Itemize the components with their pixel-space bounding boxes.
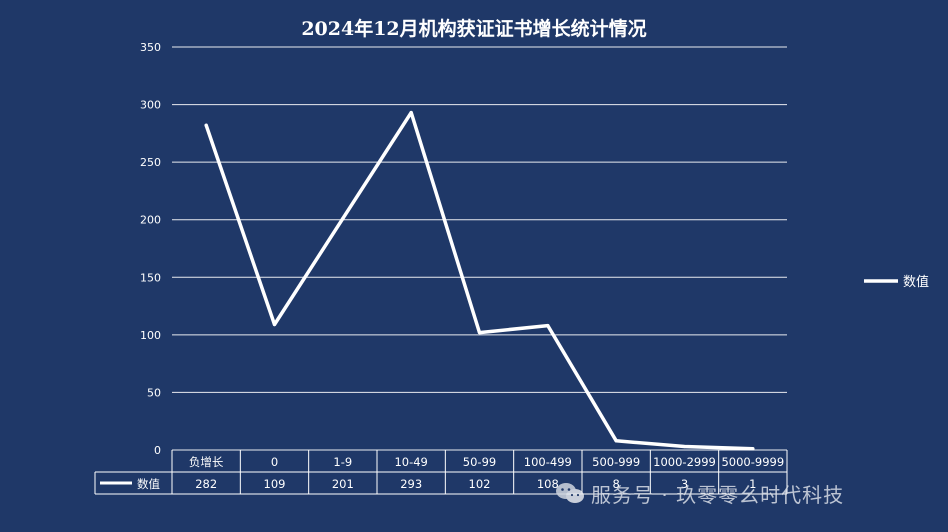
category-label: 0 [271, 455, 278, 469]
y-tick-label: 300 [140, 99, 161, 112]
data-point [682, 444, 687, 449]
data-point [204, 123, 208, 127]
table-value: 282 [195, 477, 217, 491]
data-point [614, 439, 618, 443]
data-point [272, 322, 277, 327]
table-value: 102 [469, 477, 491, 491]
table-value: 3 [681, 477, 688, 491]
category-label: 500-999 [592, 455, 640, 469]
series-line-layer [204, 110, 755, 451]
data-point [477, 330, 482, 335]
category-label: 100-499 [524, 455, 572, 469]
y-tick-label: 350 [140, 41, 161, 54]
data-point [546, 324, 550, 328]
y-tick-label: 250 [140, 156, 161, 169]
series-line [204, 110, 755, 451]
watermark-text: 服务号 · 玖零零幺时代科技 [591, 482, 845, 507]
y-tick-label: 0 [154, 444, 161, 457]
data-point [341, 216, 345, 221]
data-point [409, 111, 413, 115]
y-tick-label: 150 [140, 271, 161, 284]
table-value: 1 [749, 477, 756, 491]
table-series-name: 数值 [137, 477, 160, 491]
y-tick-label: 50 [147, 386, 161, 399]
legend-label: 数值 [903, 274, 929, 290]
y-axis-ticks: 0 50 100 150 200 250 300 350 [140, 41, 161, 457]
chart-title: 2024年12月机构获证证书增长统计情况 [301, 17, 646, 40]
table-value: 108 [537, 477, 559, 491]
table-value: 293 [400, 477, 422, 491]
gridlines [172, 46, 787, 451]
table-value: 109 [264, 477, 286, 491]
table-value: 201 [332, 477, 354, 491]
category-label: 1-9 [333, 455, 352, 469]
wechat-icon [556, 483, 584, 503]
category-label: 10-49 [394, 455, 427, 469]
category-label: 50-99 [463, 455, 496, 469]
category-label: 1000-2999 [653, 455, 716, 469]
category-label: 5000-9999 [721, 455, 784, 469]
legend: 数值 [864, 274, 929, 290]
category-label: 负增长 [189, 455, 224, 469]
y-tick-label: 100 [140, 329, 161, 342]
data-point [751, 447, 755, 451]
data-table: 负增长 0 1-9 10-49 50-99 100-499 500-999 1000-2999… [94, 450, 788, 495]
watermark: 服务号 · 玖零零幺时代科技 [555, 478, 844, 508]
y-tick-label: 200 [140, 214, 161, 227]
table-value: 8 [613, 477, 620, 491]
